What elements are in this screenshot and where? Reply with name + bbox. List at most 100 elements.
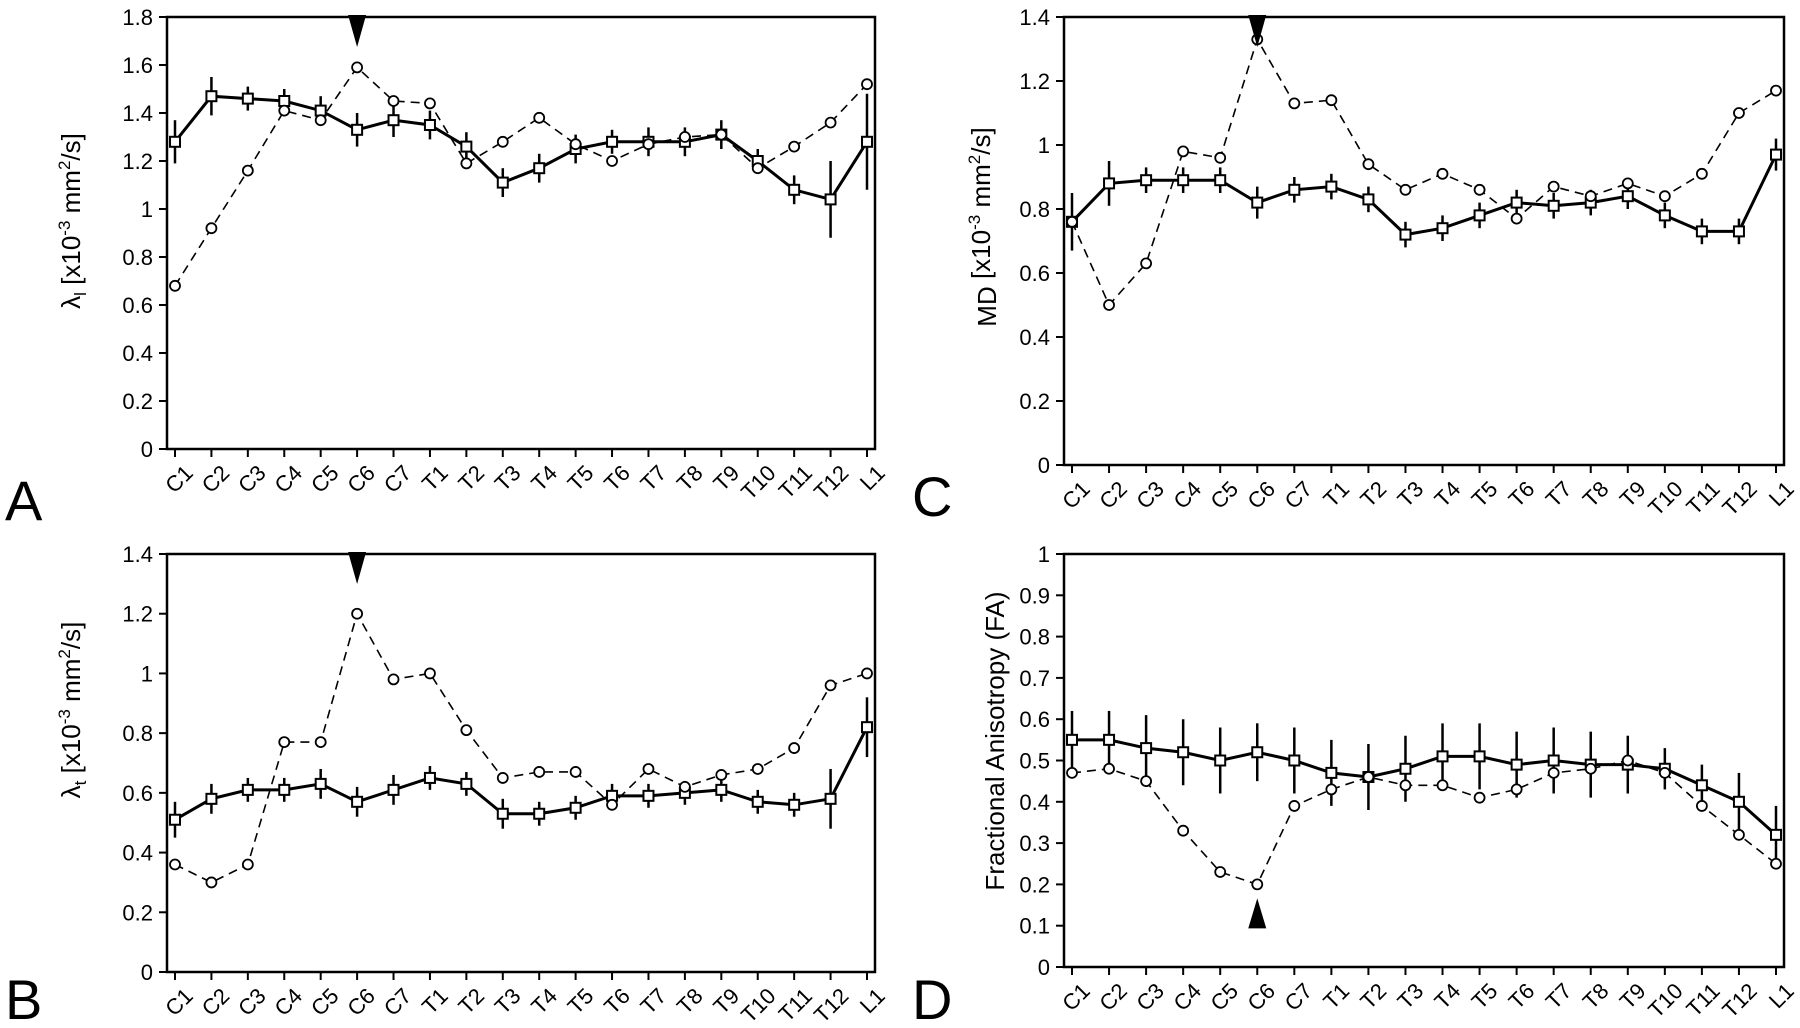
y-tick-label: 0.6 bbox=[1019, 707, 1050, 732]
panel-d: D Fractional Anisotropy (FA) 0 0.1 0.2 0.3 0… bbox=[912, 542, 1799, 1028]
x-tick-label: T2 bbox=[453, 983, 489, 1019]
data-point-square bbox=[1621, 190, 1634, 203]
data-point-square bbox=[1066, 733, 1078, 746]
data-point-square bbox=[533, 162, 546, 175]
data-point-square bbox=[1695, 225, 1708, 238]
x-tick-label: C3 bbox=[1131, 476, 1169, 514]
data-point-circle bbox=[788, 742, 801, 754]
y-tick-label: 0 bbox=[141, 960, 153, 985]
data-point-circle bbox=[1473, 791, 1486, 804]
y-tick-label: 1.4 bbox=[122, 101, 153, 126]
x-tick-label: C6 bbox=[1243, 476, 1281, 514]
data-point-circle bbox=[1695, 800, 1708, 812]
x-tick-label: T10 bbox=[736, 983, 780, 1027]
data-point-circle bbox=[642, 763, 655, 775]
y-tick-label: 0.1 bbox=[1019, 914, 1050, 939]
data-point-square bbox=[1658, 209, 1671, 222]
data-point-square bbox=[1399, 228, 1412, 241]
x-tick-label: T8 bbox=[672, 460, 708, 496]
y-tick-label: 0.2 bbox=[1019, 389, 1050, 414]
data-point-circle bbox=[1066, 766, 1078, 779]
data-point-circle bbox=[496, 772, 509, 784]
x-tick-label: T7 bbox=[635, 983, 671, 1019]
data-point-circle bbox=[1510, 212, 1523, 225]
data-point-square bbox=[1362, 193, 1375, 206]
arrowhead-marker bbox=[1248, 898, 1267, 929]
data-point-square bbox=[533, 807, 546, 820]
data-point-circle bbox=[642, 138, 655, 151]
data-point-circle bbox=[1362, 158, 1375, 171]
y-axis-label-b: λt [x10-3 mm2/s] bbox=[55, 622, 90, 799]
x-tick-label: C3 bbox=[1131, 978, 1169, 1016]
data-point-circle bbox=[241, 858, 254, 871]
x-tick-label: T6 bbox=[599, 460, 635, 496]
x-tick-label: T4 bbox=[526, 460, 562, 496]
x-tick-label: C7 bbox=[379, 983, 417, 1021]
x-tick-label: T5 bbox=[1467, 978, 1503, 1014]
x-tick-label: T1 bbox=[417, 983, 453, 1019]
x-tick-label: C2 bbox=[197, 983, 235, 1021]
x-tick-label: T9 bbox=[1615, 476, 1651, 512]
x-tick-label: T7 bbox=[1541, 476, 1577, 512]
panel-b: B λt [x10-3 mm2/s] 0 0.2 0.4 0.6 0.8 1 1.2 1.4 C… bbox=[5, 542, 890, 1028]
arrowhead-marker bbox=[348, 15, 367, 47]
data-point-square bbox=[169, 135, 181, 148]
data-point-circle bbox=[496, 135, 509, 148]
x-tick-label: T12 bbox=[1717, 476, 1761, 520]
y-tick-label: 0.8 bbox=[122, 245, 153, 270]
data-point-circle bbox=[751, 763, 764, 775]
y-tick-label: 0.2 bbox=[122, 900, 153, 925]
series-line-dashed bbox=[174, 66, 868, 287]
data-point-circle bbox=[1325, 783, 1338, 796]
x-tick-label: C4 bbox=[270, 983, 308, 1021]
data-point-square bbox=[788, 183, 801, 196]
x-tick-label: T7 bbox=[635, 460, 671, 496]
data-point-circle bbox=[1288, 97, 1301, 110]
data-point-circle bbox=[460, 157, 473, 170]
y-tick-label: 1.8 bbox=[122, 5, 153, 30]
y-tick-label: 0.8 bbox=[1019, 625, 1050, 650]
data-point-circle bbox=[205, 222, 218, 235]
data-point-circle bbox=[861, 667, 873, 680]
data-point-circle bbox=[751, 162, 764, 175]
x-tick-label: T11 bbox=[1681, 476, 1724, 519]
data-point-square bbox=[423, 771, 436, 784]
y-axis-label-c: MD [x10-3 mm2/s] bbox=[965, 127, 1002, 326]
x-tick-label: T4 bbox=[1430, 978, 1466, 1014]
data-point-square bbox=[788, 798, 801, 811]
x-tick-label: C2 bbox=[1094, 978, 1132, 1016]
data-point-square bbox=[1214, 174, 1227, 187]
y-tick-label: 0 bbox=[141, 437, 153, 462]
y-tick-label: 0.2 bbox=[122, 389, 153, 414]
data-point-circle bbox=[606, 155, 618, 167]
data-point-circle bbox=[1177, 145, 1190, 158]
data-point-circle bbox=[424, 667, 436, 680]
x-tick-label: L1 bbox=[1764, 978, 1799, 1013]
data-point-circle bbox=[1510, 783, 1523, 796]
x-tick-label: C4 bbox=[1168, 476, 1206, 514]
series-line-dashed bbox=[1071, 37, 1777, 307]
x-tick-label: T3 bbox=[490, 983, 526, 1019]
data-point-circle bbox=[314, 114, 327, 127]
data-point-square bbox=[205, 792, 218, 805]
y-tick-label: 1.2 bbox=[122, 602, 153, 627]
y-tick-label: 0.4 bbox=[1019, 325, 1050, 350]
x-tick-label: T12 bbox=[809, 460, 853, 504]
data-point-circle bbox=[1584, 762, 1597, 775]
data-point-circle bbox=[1436, 779, 1449, 792]
y-tick-label: 1 bbox=[141, 197, 153, 222]
data-point-circle bbox=[1621, 177, 1634, 190]
data-point-square bbox=[351, 123, 364, 136]
y-tick-label: 1 bbox=[141, 661, 153, 686]
data-point-square bbox=[496, 176, 509, 189]
data-point-circle bbox=[1436, 167, 1449, 180]
data-point-circle bbox=[678, 780, 691, 793]
data-point-square bbox=[314, 777, 327, 790]
data-point-circle bbox=[1695, 167, 1708, 180]
data-point-circle bbox=[387, 95, 400, 107]
data-point-square bbox=[1547, 754, 1560, 767]
data-point-circle bbox=[169, 279, 181, 292]
data-point-circle bbox=[1770, 84, 1782, 97]
data-point-square bbox=[423, 119, 436, 131]
